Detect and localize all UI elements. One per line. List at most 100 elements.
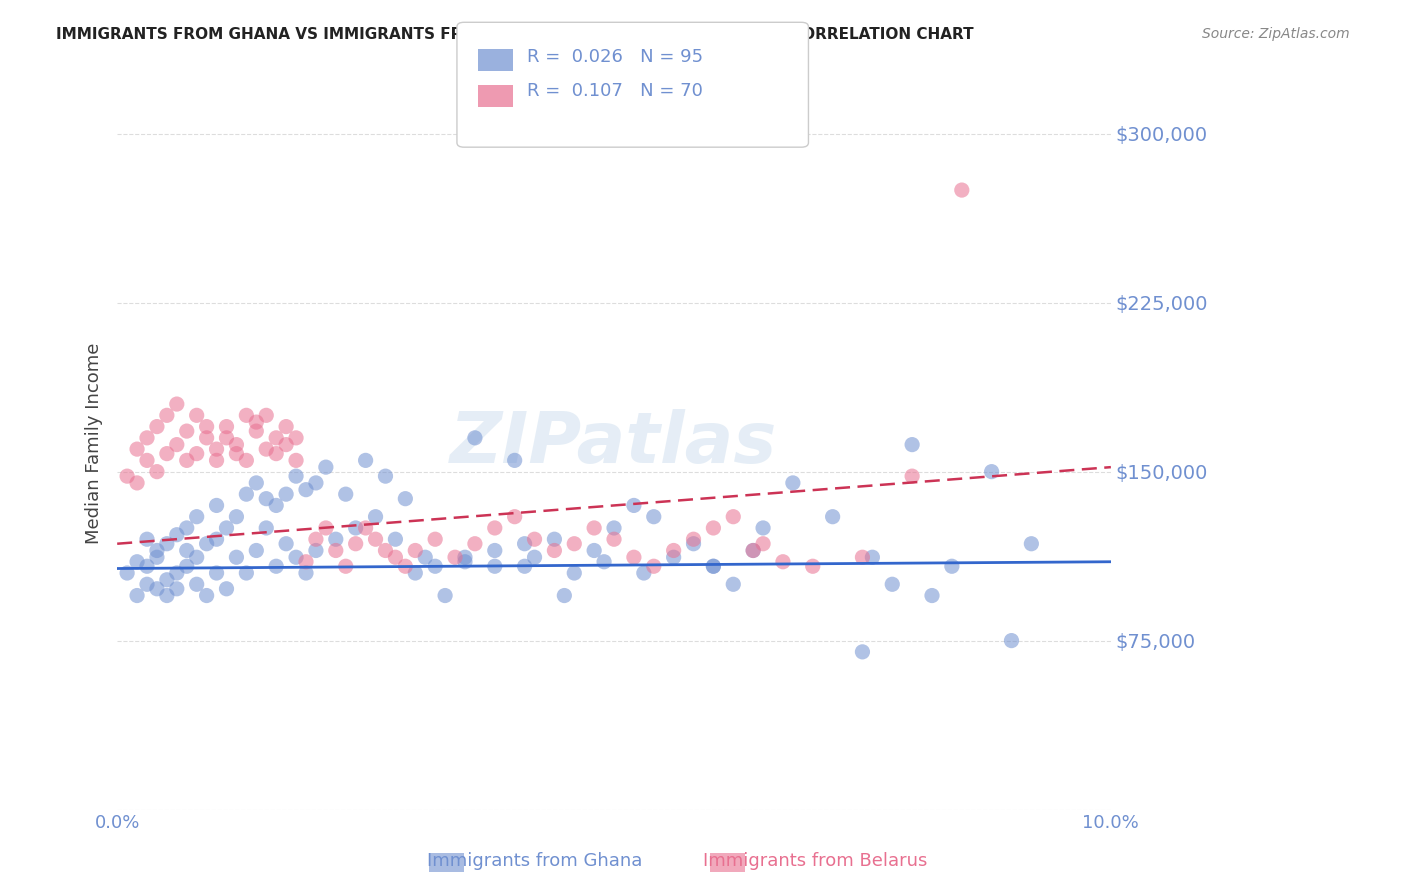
Immigrants from Belarus [156,447,179,461]
Immigrants from Belarus [503,509,526,524]
Immigrants from Belarus [344,537,367,551]
Immigrants from Ghana [274,537,297,551]
Immigrants from Ghana [860,550,883,565]
Immigrants from Ghana [264,499,287,513]
Immigrants from Ghana [315,460,337,475]
Immigrants from Ghana [464,431,486,445]
Immigrants from Belarus [682,533,704,547]
Immigrants from Belarus [125,442,148,456]
Immigrants from Belarus [215,419,238,434]
Immigrants from Belarus [742,543,765,558]
Immigrants from Belarus [136,453,159,467]
Immigrants from Ghana [125,589,148,603]
Immigrants from Belarus [523,533,546,547]
Immigrants from Belarus [484,521,506,535]
Immigrants from Ghana [484,543,506,558]
Immigrants from Ghana [404,566,426,580]
Immigrants from Ghana [146,550,169,565]
Immigrants from Belarus [285,431,308,445]
Immigrants from Belarus [125,475,148,490]
Immigrants from Ghana [702,559,724,574]
Immigrants from Ghana [513,559,536,574]
Text: ZIPatlas: ZIPatlas [450,409,778,478]
Immigrants from Ghana [484,559,506,574]
Immigrants from Belarus [394,559,416,574]
Text: Source: ZipAtlas.com: Source: ZipAtlas.com [1202,27,1350,41]
Immigrants from Ghana [425,559,447,574]
Immigrants from Ghana [1021,537,1043,551]
Immigrants from Ghana [254,491,277,506]
Immigrants from Belarus [225,447,247,461]
Immigrants from Belarus [384,550,406,565]
Immigrants from Ghana [235,566,257,580]
Immigrants from Ghana [434,589,457,603]
Immigrants from Belarus [374,543,396,558]
Immigrants from Belarus [950,183,973,197]
Immigrants from Belarus [115,469,138,483]
Immigrants from Ghana [264,559,287,574]
Immigrants from Belarus [603,533,626,547]
Immigrants from Ghana [335,487,357,501]
Immigrants from Ghana [384,533,406,547]
Immigrants from Belarus [195,419,218,434]
Immigrants from Ghana [394,491,416,506]
Immigrants from Ghana [325,533,347,547]
Immigrants from Belarus [186,447,208,461]
Immigrants from Ghana [723,577,745,591]
Immigrants from Ghana [274,487,297,501]
Y-axis label: Median Family Income: Median Family Income [86,343,103,544]
Immigrants from Belarus [662,543,685,558]
Immigrants from Ghana [245,475,267,490]
Immigrants from Ghana [593,555,616,569]
Immigrants from Belarus [305,533,328,547]
Immigrants from Ghana [195,537,218,551]
Immigrants from Ghana [176,543,198,558]
Immigrants from Ghana [136,533,159,547]
Text: Immigrants from Belarus: Immigrants from Belarus [703,852,928,870]
Immigrants from Ghana [662,550,685,565]
Immigrants from Belarus [285,453,308,467]
Immigrants from Ghana [742,543,765,558]
Immigrants from Belarus [166,437,188,451]
Immigrants from Ghana [941,559,963,574]
Immigrants from Belarus [235,409,257,423]
Immigrants from Ghana [851,645,873,659]
Immigrants from Ghana [186,577,208,591]
Immigrants from Ghana [603,521,626,535]
Immigrants from Belarus [851,550,873,565]
Immigrants from Ghana [235,487,257,501]
Immigrants from Belarus [752,537,775,551]
Immigrants from Ghana [156,537,179,551]
Text: IMMIGRANTS FROM GHANA VS IMMIGRANTS FROM BELARUS MEDIAN FAMILY INCOME CORRELATIO: IMMIGRANTS FROM GHANA VS IMMIGRANTS FROM… [56,27,974,42]
Immigrants from Ghana [186,509,208,524]
Immigrants from Ghana [176,521,198,535]
Immigrants from Ghana [643,509,665,524]
Immigrants from Belarus [464,537,486,551]
Immigrants from Ghana [205,566,228,580]
Immigrants from Belarus [264,431,287,445]
Immigrants from Ghana [513,537,536,551]
Immigrants from Belarus [166,397,188,411]
Immigrants from Ghana [633,566,655,580]
Immigrants from Belarus [205,453,228,467]
Immigrants from Ghana [225,509,247,524]
Immigrants from Ghana [285,469,308,483]
Immigrants from Ghana [186,550,208,565]
Immigrants from Belarus [274,437,297,451]
Immigrants from Belarus [543,543,565,558]
Immigrants from Belarus [176,453,198,467]
Immigrants from Belarus [254,442,277,456]
Immigrants from Ghana [125,555,148,569]
Immigrants from Ghana [156,573,179,587]
Text: R =  0.107   N = 70: R = 0.107 N = 70 [527,82,703,100]
Immigrants from Ghana [205,533,228,547]
Immigrants from Ghana [166,566,188,580]
Immigrants from Belarus [444,550,467,565]
Immigrants from Ghana [364,509,387,524]
Immigrants from Ghana [166,582,188,596]
Immigrants from Ghana [543,533,565,547]
Immigrants from Belarus [235,453,257,467]
Immigrants from Ghana [166,527,188,541]
Immigrants from Ghana [156,589,179,603]
Immigrants from Ghana [136,559,159,574]
